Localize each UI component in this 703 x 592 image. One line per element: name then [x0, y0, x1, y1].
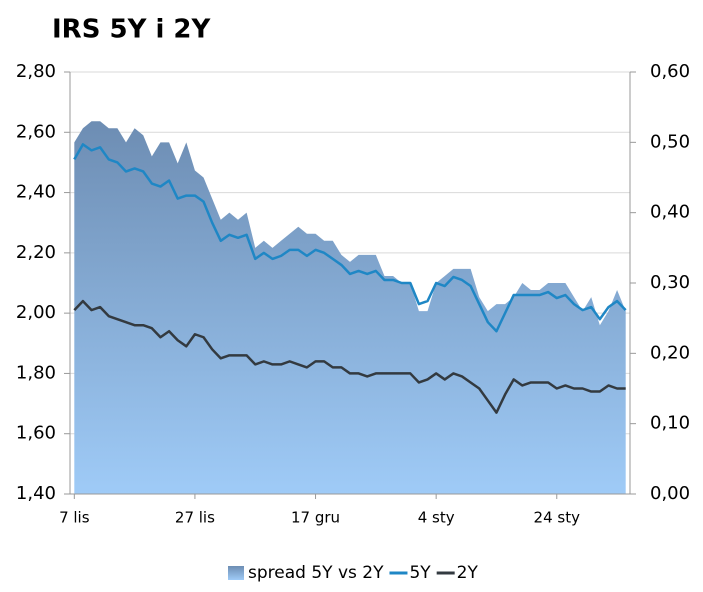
y2-tick-label: 0,10	[650, 413, 690, 434]
y-tick-label: 2,80	[16, 61, 56, 82]
y2-tick-label: 0,60	[650, 61, 690, 82]
legend-label: spread 5Y vs 2Y	[248, 563, 384, 583]
y2-tick-label: 0,50	[650, 131, 690, 152]
y2-tick-label: 0,20	[650, 342, 690, 363]
spread-area	[74, 121, 626, 494]
y-tick-label: 2,60	[16, 121, 56, 142]
y-tick-label: 1,40	[16, 483, 56, 504]
line-2y	[73, 299, 626, 414]
x-tick-label: 24 sty	[534, 509, 581, 527]
x-tick-label: 17 gru	[291, 509, 340, 527]
y-tick-label: 2,40	[16, 182, 56, 203]
legend-swatch	[228, 566, 244, 580]
y2-tick-label: 0,40	[650, 202, 690, 223]
y-tick-label: 2,00	[16, 302, 56, 323]
chart-title: IRS 5Y i 2Y	[52, 15, 211, 45]
legend-label: 2Y	[457, 563, 479, 583]
y2-tick-label: 0,00	[650, 483, 690, 504]
line-5y	[73, 143, 627, 333]
legend-label: 5Y	[409, 563, 431, 583]
x-tick-label: 7 lis	[59, 509, 90, 527]
x-tick-label: 4 sty	[418, 509, 455, 527]
y-tick-label: 2,20	[16, 242, 56, 263]
y-tick-label: 1,60	[16, 423, 56, 444]
x-tick-label: 27 lis	[175, 509, 215, 527]
y-tick-label: 1,80	[16, 362, 56, 383]
y2-tick-label: 0,30	[650, 272, 690, 293]
